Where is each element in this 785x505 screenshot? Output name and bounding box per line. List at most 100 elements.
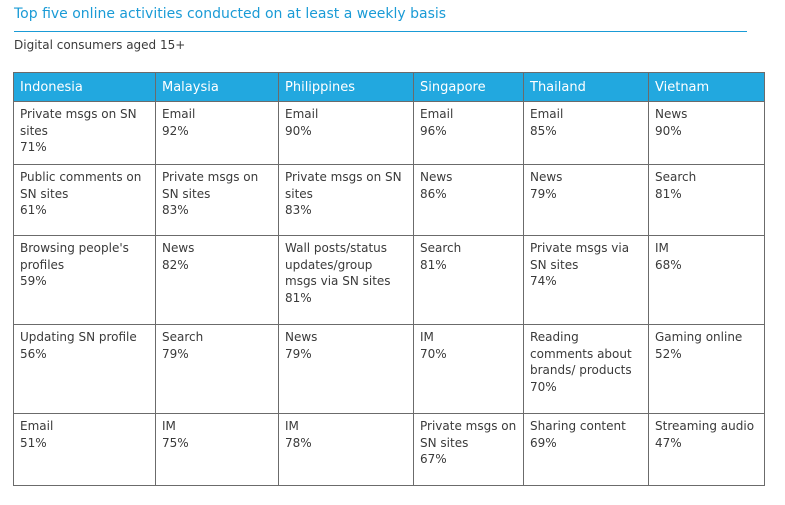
activity-label: Gaming online	[655, 330, 743, 344]
table-cell: News 79%	[278, 324, 414, 414]
activity-percent: 90%	[655, 123, 682, 138]
table-row: Updating SN profile 56% Search 79% News 79%…	[13, 324, 765, 414]
activity-percent: 47%	[655, 435, 682, 450]
table-cell: Gaming online 52%	[648, 324, 765, 414]
activity-label: Email	[420, 107, 454, 121]
table-cell: Streaming audio 47%	[648, 413, 765, 486]
table-cell: IM 75%	[155, 413, 279, 486]
table-cell: Email 92%	[155, 101, 279, 165]
column-header-philippines: Philippines	[278, 72, 414, 102]
activity-percent: 51%	[20, 435, 47, 450]
table-cell: Private msgs on SN sites 83%	[278, 164, 414, 236]
activity-label: News	[162, 241, 195, 255]
table-cell: Search 81%	[413, 235, 524, 325]
activity-label: IM	[162, 419, 176, 433]
activity-label: Private msgs on SN sites	[420, 419, 517, 450]
activity-label: Email	[285, 107, 319, 121]
activity-percent: 69%	[530, 435, 557, 450]
activity-percent: 71%	[20, 140, 47, 154]
table-cell: Browsing people's profiles 59%	[13, 235, 156, 325]
table-cell: Email 96%	[413, 101, 524, 165]
table-cell: News 90%	[648, 101, 765, 165]
activities-table: Indonesia Malaysia Philippines Singapore…	[13, 72, 765, 486]
activity-label: News	[420, 170, 453, 184]
activity-percent: 81%	[420, 257, 447, 272]
table-cell: IM 78%	[278, 413, 414, 486]
activity-percent: 79%	[162, 346, 189, 361]
subtitle: Digital consumers aged 15+	[14, 38, 186, 52]
activity-percent: 79%	[530, 186, 557, 201]
table-cell: Private msgs via SN sites 74%	[523, 235, 649, 325]
table-cell: Wall posts/status updates/group msgs via…	[278, 235, 414, 325]
activity-label: Email	[530, 107, 564, 121]
page-title: Top five online activities conducted on …	[14, 6, 447, 22]
table-cell: News 82%	[155, 235, 279, 325]
activity-percent: 79%	[285, 346, 312, 361]
activity-percent: 52%	[655, 346, 682, 361]
table-row: Email 51% IM 75% IM 78% Private msgs on SN …	[13, 413, 765, 486]
title-divider	[14, 31, 747, 32]
activity-percent: 74%	[530, 274, 557, 288]
activity-percent: 75%	[162, 435, 189, 450]
activity-percent: 59%	[20, 274, 47, 288]
activity-label: Private msgs via SN sites	[530, 241, 630, 272]
table-cell: Email 85%	[523, 101, 649, 165]
table-row: Private msgs on SN sites 71% Email 92% Ema…	[13, 101, 765, 165]
activity-label: Private msgs on SN sites	[162, 170, 259, 201]
activity-label: Email	[162, 107, 196, 121]
activity-label: News	[530, 170, 563, 184]
table-cell: Email 90%	[278, 101, 414, 165]
activity-label: Search	[162, 330, 204, 344]
activity-label: Search	[420, 241, 462, 255]
column-header-singapore: Singapore	[413, 72, 524, 102]
activity-label: Sharing content	[530, 419, 626, 433]
activity-label: Private msgs on SN sites	[285, 170, 402, 201]
activity-label: IM	[655, 241, 669, 255]
activity-percent: 56%	[20, 346, 47, 361]
activity-percent: 96%	[420, 123, 447, 138]
column-header-vietnam: Vietnam	[648, 72, 765, 102]
activity-percent: 70%	[420, 346, 447, 361]
table-cell: Search 81%	[648, 164, 765, 236]
table-row: Public comments on SN sites 61% Private m…	[13, 164, 765, 236]
table-cell: IM 68%	[648, 235, 765, 325]
activity-percent: 81%	[655, 186, 682, 201]
table-cell: Sharing content 69%	[523, 413, 649, 486]
activity-label: Updating SN profile	[20, 330, 137, 344]
activity-label: Private msgs on SN sites	[20, 107, 137, 138]
activity-label: Email	[20, 419, 54, 433]
activity-label: IM	[285, 419, 299, 433]
activity-label: Browsing people's profiles	[20, 241, 129, 272]
table-cell: News 79%	[523, 164, 649, 236]
activity-percent: 83%	[285, 203, 312, 217]
table-cell: Private msgs on SN sites 83%	[155, 164, 279, 236]
activity-percent: 61%	[20, 203, 47, 217]
table-cell: News 86%	[413, 164, 524, 236]
table-cell: Private msgs on SN sites 67%	[413, 413, 524, 486]
column-header-thailand: Thailand	[523, 72, 649, 102]
activity-percent: 68%	[655, 257, 682, 272]
table-cell: Updating SN profile 56%	[13, 324, 156, 414]
header-row: Indonesia Malaysia Philippines Singapore…	[13, 72, 765, 102]
activity-percent: 83%	[162, 203, 189, 217]
activity-label: Wall posts/status updates/group msgs via…	[285, 241, 391, 288]
table-cell: Public comments on SN sites 61%	[13, 164, 156, 236]
table-cell: Private msgs on SN sites 71%	[13, 101, 156, 165]
activity-percent: 81%	[285, 290, 312, 305]
activity-label: Streaming audio	[655, 419, 755, 433]
activity-percent: 82%	[162, 257, 189, 272]
activity-percent: 70%	[530, 379, 557, 394]
table-cell: IM 70%	[413, 324, 524, 414]
activity-percent: 90%	[285, 123, 312, 138]
activity-percent: 86%	[420, 186, 447, 201]
activity-percent: 92%	[162, 123, 189, 138]
activity-percent: 85%	[530, 123, 557, 138]
activity-percent: 67%	[420, 452, 447, 466]
table-cell: Email 51%	[13, 413, 156, 486]
activity-label: Public comments on SN sites	[20, 170, 142, 201]
activity-label: News	[285, 330, 318, 344]
table-row: Browsing people's profiles 59% News 82% Wa…	[13, 235, 765, 325]
activity-label: Reading comments about brands/ products	[530, 330, 632, 377]
activity-label: News	[655, 107, 688, 121]
column-header-indonesia: Indonesia	[13, 72, 156, 102]
